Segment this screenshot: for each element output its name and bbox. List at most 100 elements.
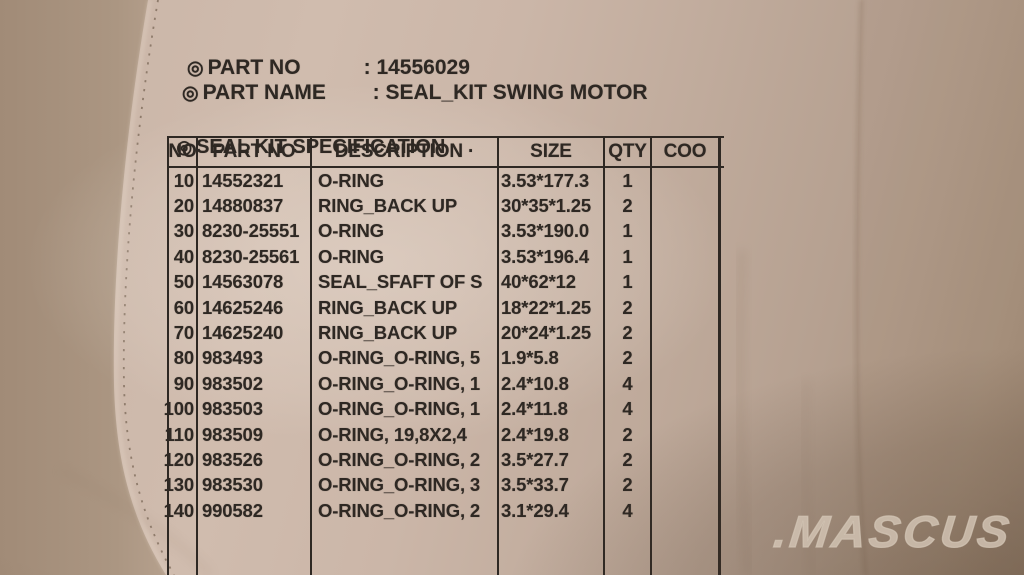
cell-description: O-RING_O-RING, 5 <box>310 345 497 372</box>
col-header-description: DESCRIPTION · <box>310 138 497 166</box>
spec-title: ◎ SEAL KIT SPECIFICATION <box>143 113 445 182</box>
bullseye-icon: ◎ <box>176 137 193 157</box>
cell-no: 120 <box>164 447 196 473</box>
table-tail-cell <box>650 523 721 575</box>
cell-no: 80 <box>167 345 196 372</box>
cell-coo <box>650 472 721 499</box>
cell-no: 40 <box>167 244 196 270</box>
cell-no: 70 <box>167 320 196 346</box>
table-row: 100 983503 O-RING_O-RING, 1 2.4*11.8 4 <box>164 396 724 422</box>
cell-qty: 2 <box>603 345 650 372</box>
cell-part-no: 8230-25551 <box>196 218 310 245</box>
part-name-label: PART NAME <box>202 81 326 104</box>
cell-coo <box>650 421 721 448</box>
bullseye-icon: ◎ <box>187 58 204 79</box>
cell-no: 100 <box>164 396 196 422</box>
cell-part-no: 14625246 <box>196 294 310 321</box>
col-header-no: NO <box>167 138 197 166</box>
cell-qty: 4 <box>603 396 650 422</box>
cell-coo <box>650 396 721 422</box>
cell-size: 3.53*196.4 <box>497 244 603 270</box>
cell-coo <box>650 294 721 321</box>
table-row: 70 14625240 RING_BACK UP 20*24*1.25 2 <box>167 320 724 346</box>
cell-description: O-RING <box>310 244 497 270</box>
spec-table: NO PART NO DESCRIPTION · SIZE QTY COO 10… <box>164 136 724 575</box>
table-row: 120 983526 O-RING_O-RING, 2 3.5*27.7 2 <box>164 447 724 473</box>
cell-no: 60 <box>167 294 196 321</box>
cell-part-no: 983526 <box>196 447 310 473</box>
col-header-coo: COO <box>650 138 721 166</box>
cell-coo <box>650 320 721 346</box>
col-header-qty: QTY <box>603 138 650 166</box>
table-tail-cell <box>310 523 497 575</box>
cell-no: 10 <box>167 168 196 194</box>
table-row: 50 14563078 SEAL_SFAFT OF S 40*62*12 1 <box>167 269 724 295</box>
table-tail-cell <box>167 523 196 575</box>
cell-size: 3.53*190.0 <box>497 218 603 245</box>
col-header-size: SIZE <box>497 138 603 166</box>
part-no-value: 14556029 <box>376 56 470 79</box>
part-no-line: ◎ PART NO: 14556029 <box>152 32 470 104</box>
cell-size: 2.4*10.8 <box>497 371 603 397</box>
table-row: 40 8230-25561 O-RING 3.53*196.4 1 <box>167 244 724 270</box>
table-row: 90 983502 O-RING_O-RING, 1 2.4*10.8 4 <box>167 371 724 397</box>
cell-description: O-RING_O-RING, 2 <box>310 498 497 524</box>
mascus-watermark: .MASCUS <box>771 506 1015 558</box>
cell-part-no: 983503 <box>196 396 310 422</box>
cell-part-no: 983509 <box>196 421 310 448</box>
cell-qty: 1 <box>603 269 650 295</box>
cell-no: 30 <box>167 218 196 245</box>
bag-fold-line <box>854 0 867 575</box>
table-tail-cell <box>603 523 650 575</box>
cell-size: 30*35*1.25 <box>497 193 603 219</box>
spec-table-tail <box>167 523 724 575</box>
cell-no: 130 <box>164 472 196 499</box>
cell-description: O-RING <box>310 168 497 194</box>
part-name-value: SEAL_KIT SWING MOTOR <box>385 81 648 104</box>
cell-qty: 2 <box>603 421 650 448</box>
cell-no: 20 <box>167 193 196 219</box>
cell-qty: 4 <box>603 498 650 524</box>
cell-no: 50 <box>167 269 196 295</box>
bullseye-icon: ◎ <box>182 83 199 104</box>
cell-qty: 1 <box>603 244 650 270</box>
cell-size: 3.5*33.7 <box>497 472 603 499</box>
cell-description: O-RING <box>310 218 497 245</box>
table-row: 60 14625246 RING_BACK UP 18*22*1.25 2 <box>167 294 724 321</box>
cell-description: O-RING_O-RING, 1 <box>310 396 497 422</box>
table-row: 30 8230-25551 O-RING 3.53*190.0 1 <box>167 218 724 245</box>
table-row: 10 14552321 O-RING 3.53*177.3 1 <box>167 168 724 194</box>
cell-qty: 2 <box>603 193 650 219</box>
cell-part-no: 14552321 <box>196 168 310 194</box>
cell-coo <box>650 168 721 194</box>
cell-description: O-RING_O-RING, 2 <box>310 447 497 473</box>
backdrop-left-strip <box>0 0 166 575</box>
cell-description: O-RING_O-RING, 1 <box>310 371 497 397</box>
cell-qty: 2 <box>603 294 650 321</box>
spec-table-header: NO PART NO DESCRIPTION · SIZE QTY COO <box>167 136 724 168</box>
part-name-line: ◎ PART NAME: SEAL_KIT SWING MOTOR <box>147 57 648 129</box>
cell-coo <box>650 447 721 473</box>
cell-size: 3.5*27.7 <box>497 447 603 473</box>
cell-size: 1.9*5.8 <box>497 345 603 372</box>
cell-no: 90 <box>167 371 196 397</box>
cell-coo <box>650 244 721 270</box>
cell-description: SEAL_SFAFT OF S <box>310 269 497 295</box>
cell-description: O-RING_O-RING, 3 <box>310 472 497 499</box>
bag-seam-stitches <box>122 0 175 575</box>
spec-table-body: 10 14552321 O-RING 3.53*177.3 1 20 14880… <box>164 168 724 524</box>
cell-size: 3.53*177.3 <box>497 168 603 194</box>
cell-qty: 2 <box>603 447 650 473</box>
cell-coo <box>650 218 721 245</box>
cell-size: 2.4*11.8 <box>497 396 603 422</box>
cell-description: O-RING, 19,8X2,4 <box>310 421 497 448</box>
cell-part-no: 8230-25561 <box>196 244 310 270</box>
cell-part-no: 14625240 <box>196 320 310 346</box>
cell-coo <box>650 498 721 524</box>
table-row: 20 14880837 RING_BACK UP 30*35*1.25 2 <box>167 193 724 219</box>
cell-part-no: 983530 <box>196 472 310 499</box>
cell-coo <box>650 345 721 372</box>
